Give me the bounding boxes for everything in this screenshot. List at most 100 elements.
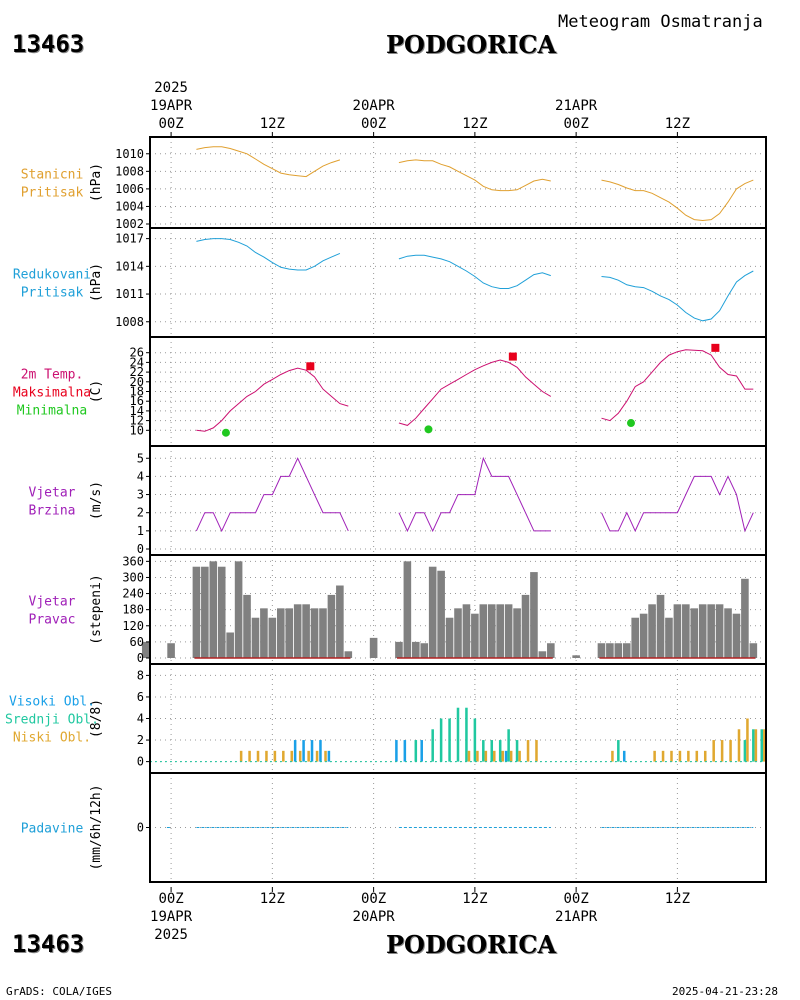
direction-bar bbox=[251, 617, 260, 658]
panel-label: 2m Temp. bbox=[21, 368, 84, 383]
tmin-marker bbox=[221, 428, 230, 437]
direction-bar bbox=[597, 643, 606, 658]
y-tick-label: 22 bbox=[130, 365, 144, 379]
axis-unit-label: (m/s) bbox=[89, 481, 104, 520]
y-tick-label: 1006 bbox=[115, 182, 144, 196]
low-cloud-bar bbox=[256, 750, 260, 762]
y-tick-label: 26 bbox=[130, 346, 144, 360]
low-cloud-bar bbox=[695, 750, 699, 762]
mid-cloud-bar bbox=[414, 740, 418, 762]
direction-bar bbox=[428, 566, 437, 658]
direction-bar bbox=[369, 637, 378, 658]
frame-layer bbox=[146, 132, 767, 892]
footer-timestamp: 2025-04-21-23:28 bbox=[672, 985, 778, 998]
tmax-marker bbox=[306, 362, 315, 371]
direction-bar bbox=[268, 617, 277, 658]
low-cloud-bar bbox=[763, 729, 766, 762]
direction-bar bbox=[192, 566, 201, 658]
y-tick-label: 10 bbox=[130, 423, 144, 437]
low-cloud-bar bbox=[239, 750, 243, 762]
high-cloud-bar bbox=[395, 740, 398, 762]
low-cloud-bar bbox=[273, 750, 277, 762]
series-line bbox=[398, 456, 551, 533]
direction-bar bbox=[327, 594, 336, 658]
direction-bar bbox=[479, 604, 488, 658]
high-cloud-bar bbox=[403, 740, 407, 762]
panel-frame bbox=[149, 136, 767, 229]
mid-cloud-bar bbox=[752, 729, 755, 762]
direction-bar bbox=[682, 604, 690, 658]
panel-label: Pritisak bbox=[21, 286, 84, 301]
y-tick-label: 120 bbox=[122, 619, 144, 633]
low-cloud-bar bbox=[290, 750, 294, 762]
direction-bar bbox=[201, 566, 209, 658]
axis-unit-label: (hPa) bbox=[89, 263, 104, 302]
station-id-top: 13463 bbox=[12, 30, 85, 58]
direction-bar bbox=[234, 561, 243, 658]
low-cloud-bar bbox=[729, 740, 732, 762]
y-tick-label: 0 bbox=[137, 755, 144, 769]
low-cloud-bar bbox=[670, 750, 673, 762]
x-tick-date: 21APR bbox=[555, 909, 598, 925]
y-tick-label: 180 bbox=[122, 603, 144, 617]
direction-bar bbox=[420, 643, 429, 658]
mid-cloud-bar bbox=[507, 729, 510, 762]
mid-cloud-bar bbox=[431, 729, 434, 762]
y-tick-label: 3 bbox=[137, 488, 144, 502]
label-layer: 10021004100610081010(hPa)StanicniPritisa… bbox=[5, 80, 690, 943]
direction-bar bbox=[243, 594, 251, 658]
y-tick-label: 8 bbox=[137, 668, 144, 682]
x-tick-hour: 00Z bbox=[563, 116, 588, 132]
low-cloud-bar bbox=[746, 718, 749, 762]
low-cloud-bar bbox=[703, 750, 707, 762]
y-tick-label: 16 bbox=[130, 394, 144, 408]
tmax-marker bbox=[508, 352, 517, 361]
direction-bar bbox=[547, 643, 555, 658]
x-tick-hour: 00Z bbox=[361, 891, 386, 907]
low-cloud-bar bbox=[754, 729, 758, 762]
direction-bar bbox=[293, 604, 302, 658]
y-tick-label: 2 bbox=[137, 733, 144, 747]
y-tick-label: 2 bbox=[137, 506, 144, 520]
tmin-marker bbox=[424, 425, 433, 434]
high-cloud-bar bbox=[319, 740, 322, 762]
mid-cloud-bar bbox=[456, 707, 460, 762]
low-cloud-bar bbox=[678, 750, 682, 762]
low-cloud-bar bbox=[282, 750, 285, 762]
meteogram-title: Meteogram Osmatranja bbox=[558, 12, 763, 32]
y-tick-label: 20 bbox=[130, 375, 144, 389]
x-tick-hour: 00Z bbox=[158, 116, 183, 132]
panel-label: Srednji Obl. bbox=[5, 713, 99, 728]
low-cloud-bar bbox=[712, 740, 715, 762]
direction-bar bbox=[530, 572, 538, 658]
low-cloud-bar bbox=[535, 740, 538, 762]
high-cloud-bar bbox=[293, 740, 297, 762]
y-tick-label: 4 bbox=[137, 712, 144, 726]
panel-label: Minimalna bbox=[17, 404, 87, 419]
y-tick-label: 1010 bbox=[115, 147, 144, 161]
mid-cloud-bar bbox=[473, 718, 477, 762]
x-tick-year: 2025 bbox=[154, 927, 188, 943]
direction-bar bbox=[724, 608, 732, 658]
panel-label: Brzina bbox=[29, 504, 76, 519]
footer-credit: GrADS: COLA/IGES bbox=[6, 985, 112, 998]
direction-bar bbox=[319, 608, 327, 658]
low-cloud-bar bbox=[526, 740, 530, 762]
x-tick-hour: 12Z bbox=[665, 891, 690, 907]
low-cloud-bar bbox=[501, 750, 504, 762]
series-line bbox=[196, 238, 341, 271]
series-line bbox=[196, 367, 349, 432]
direction-bar bbox=[471, 613, 479, 658]
low-cloud-bar bbox=[661, 750, 665, 762]
axis-unit-label: (hPa) bbox=[89, 163, 104, 202]
grid-layer bbox=[150, 137, 766, 882]
direction-bar bbox=[226, 632, 234, 658]
station-id-bottom: 13463 bbox=[12, 930, 85, 958]
direction-bar bbox=[715, 604, 724, 658]
low-cloud-bar bbox=[518, 750, 521, 762]
low-cloud-bar bbox=[509, 750, 513, 762]
x-tick-date: 21APR bbox=[555, 98, 598, 114]
direction-bar bbox=[749, 643, 758, 658]
low-cloud-bar bbox=[265, 750, 268, 762]
